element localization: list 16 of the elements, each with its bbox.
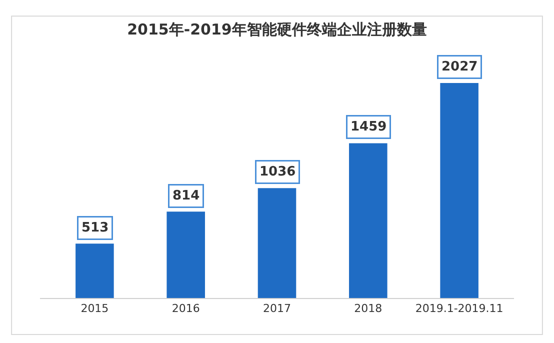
bar — [76, 244, 114, 298]
bar — [349, 143, 388, 298]
bar — [440, 82, 478, 298]
chart-title: 2015年-2019年智能硬件终端企业注册数量 — [127, 20, 427, 39]
x-tick-label: 2018 — [354, 302, 382, 316]
x-tick-label: 2019.1-2019.11 — [415, 302, 504, 316]
data-label: 513 — [82, 220, 109, 236]
data-label: 814 — [172, 188, 200, 204]
data-label: 1459 — [350, 120, 387, 134]
data-label: 2027 — [442, 60, 478, 74]
bar — [166, 212, 205, 298]
x-tick-label: 2016 — [172, 302, 200, 316]
x-tick-label: 2017 — [263, 302, 291, 316]
bar — [258, 188, 296, 298]
x-tick-label: 2015 — [80, 302, 109, 316]
data-label: 1036 — [260, 164, 296, 180]
